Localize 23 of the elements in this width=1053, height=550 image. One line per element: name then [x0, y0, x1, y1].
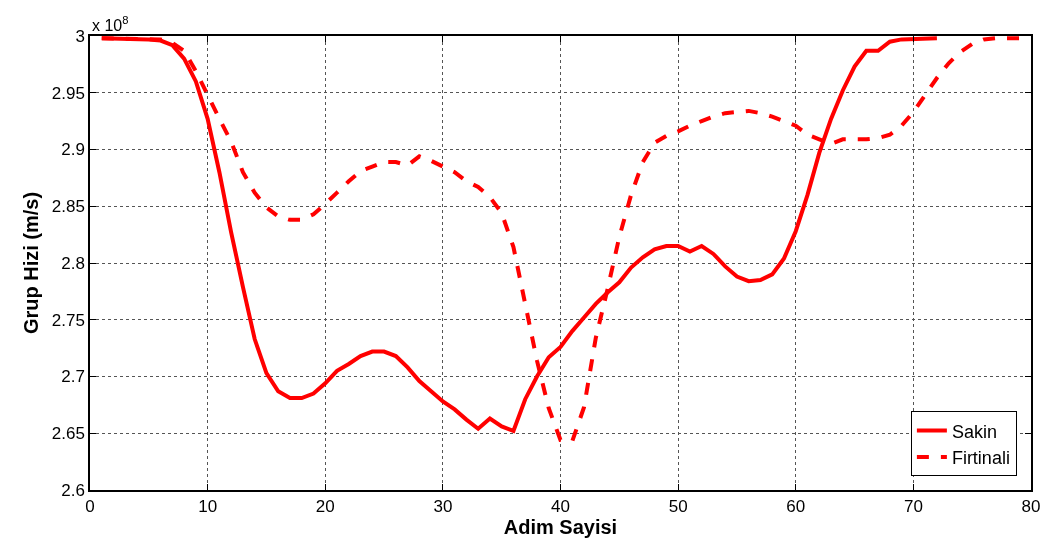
y-tick-label: 2.75 [51, 310, 85, 330]
x-tick-label: 10 [198, 497, 218, 517]
x-tick-label: 40 [551, 497, 570, 517]
y-tick-label: 2.9 [61, 140, 85, 160]
x-tick-label: 80 [1021, 497, 1041, 517]
x-axis-title: Adim Sayisi [503, 516, 618, 539]
x-tick-label: 20 [315, 497, 335, 517]
text: x 10$^{8}$ [92, 14, 129, 34]
x-tick-label: 50 [668, 497, 688, 517]
y-tick-label: 2.65 [51, 424, 85, 444]
x-tick-label: 0 [85, 497, 95, 517]
x-tick-label: 30 [433, 497, 453, 517]
y-tick-label: 3 [75, 26, 85, 46]
y-tick-label: 2.95 [51, 83, 85, 103]
x-tick-label: 70 [903, 497, 923, 517]
y-tick-label: 2.7 [61, 367, 85, 387]
y-tick-label: 2.85 [51, 197, 85, 217]
legend-label: Sakin [951, 421, 997, 442]
y-tick-label: 2.6 [61, 480, 85, 500]
x-tick-label: 60 [786, 497, 806, 517]
legend-label: Firtinali [951, 448, 1010, 468]
y-tick-label: 2.8 [61, 253, 85, 273]
y-axis-title: Grup Hizi (m/s) [19, 191, 42, 335]
